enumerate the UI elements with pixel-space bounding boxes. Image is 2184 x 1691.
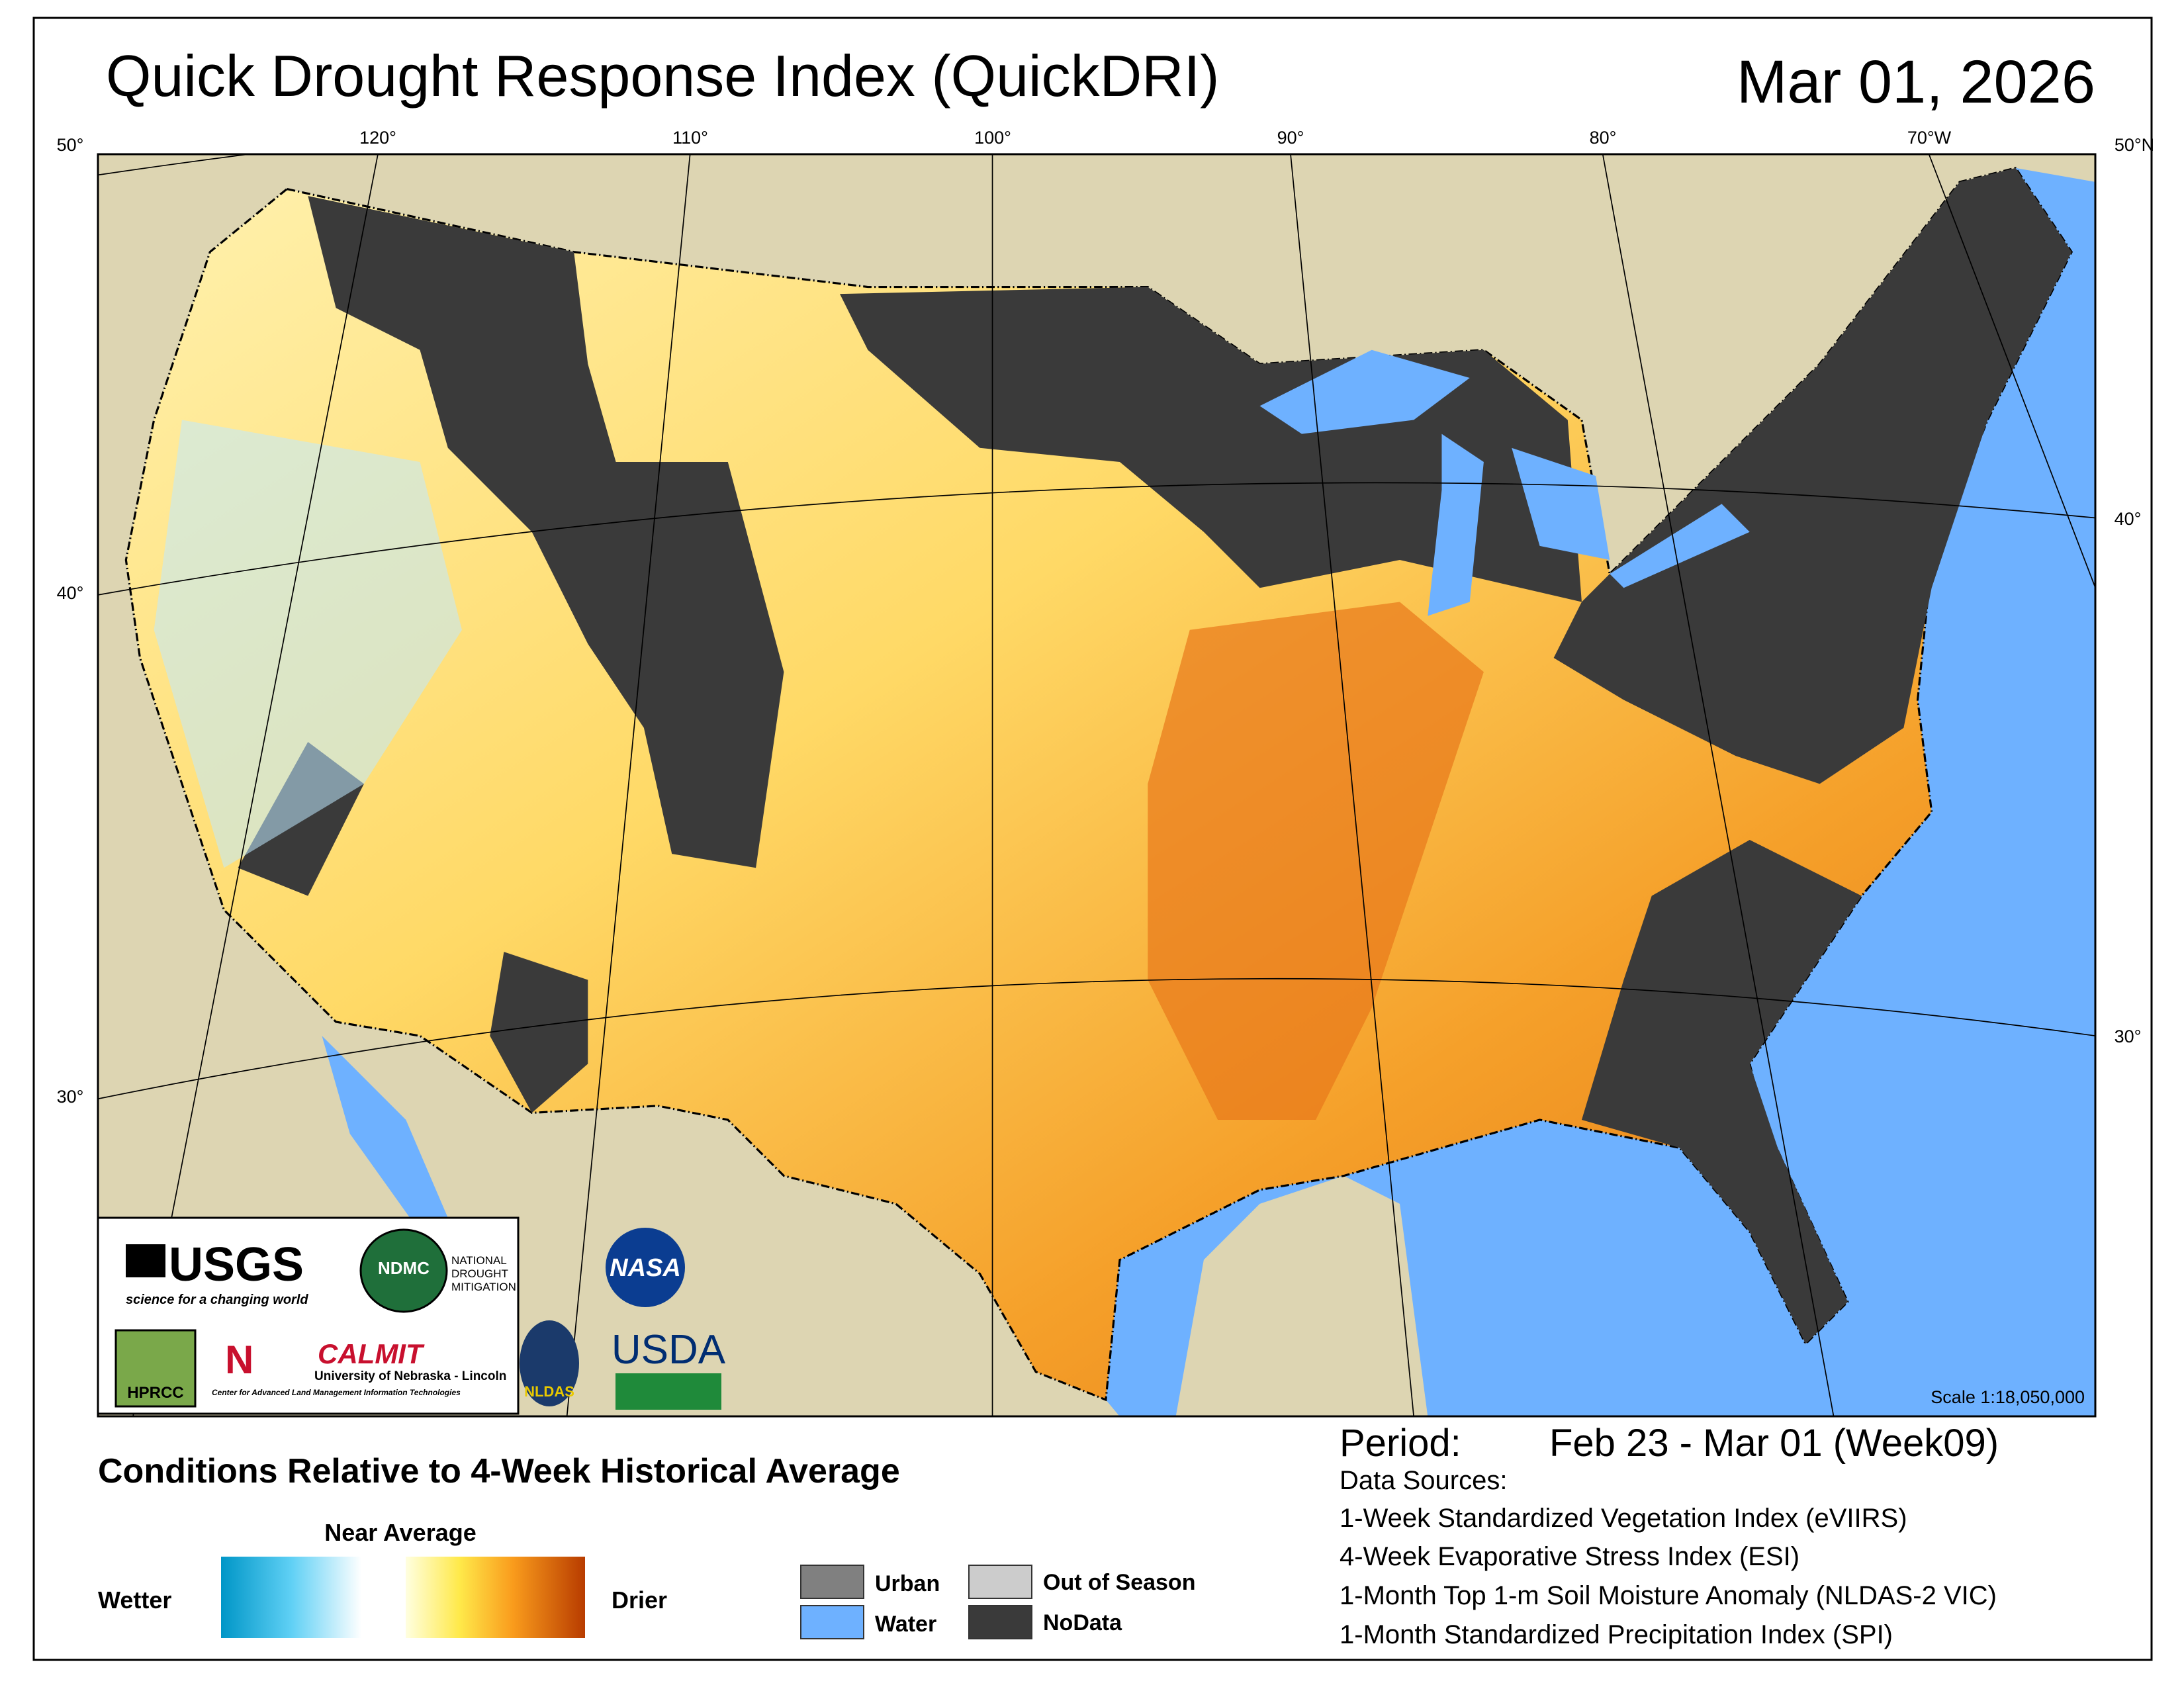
nldas-logo: NLDAS [524,1383,574,1400]
category-label: Water [875,1612,936,1637]
graticule-label: 30° [2115,1027,2142,1046]
water-swatch [800,1605,864,1639]
ndmc-name-box: NATIONAL DROUGHT MITIGATION CENTER [451,1254,516,1293]
great-lakes [1259,349,1750,616]
graticule [98,154,2095,1416]
neighbor-land [98,154,2095,1416]
graticule-label: 50° [57,135,84,155]
hprcc-logo: HPRCC [127,1384,183,1402]
graticule-label: 30° [57,1087,84,1107]
unl-mark: N [225,1338,253,1382]
date: Mar 01, 2026 [1737,48,2095,116]
graticule-label: 120° [359,128,396,148]
usgs-logo: USGS [169,1238,304,1291]
category-label: Urban [875,1571,940,1596]
category-label: NoData [1043,1610,1122,1635]
ndmc-logo: NDMC [378,1258,430,1278]
outer-border [32,17,2153,1661]
nodata-swatch [968,1605,1032,1639]
near-average-label: Near Average [324,1519,476,1546]
ndmc-name: NATIONAL DROUGHT MITIGATION CENTER [451,1254,516,1293]
map: Scale 1:18,050,000 [98,154,2095,1416]
period-value: Feb 23 - Mar 01 (Week09) [1549,1422,1999,1465]
graticule-label: 40° [2115,509,2142,529]
usda-logo: USDA [612,1327,726,1373]
calmit-university: University of Nebraska - Lincoln [314,1369,506,1383]
dry-core [1148,602,1484,1120]
wet-west [154,420,462,868]
nasa-logo: NASA [610,1254,681,1282]
map-geometry [98,154,2095,1416]
nodata-northeast [1553,167,2072,784]
usgs-tagline: science for a changing world [126,1293,308,1307]
map-frame [97,153,2097,1418]
nodata-southeast [1581,840,1862,1344]
calmit-name: Center for Advanced Land Management Info… [212,1388,461,1397]
category-label: Out of Season [1043,1570,1195,1595]
nodata-southwest [238,741,588,1113]
dry-color-bar [406,1557,585,1638]
graticule-label: 50°N [2115,135,2154,155]
data-source: 4-Week Evaporative Stress Index (ESI) [1340,1542,1799,1571]
graticule-label: 90° [1277,128,1304,148]
data-source: 1-Month Standardized Precipitation Index… [1340,1620,1893,1649]
out-of-season-swatch [968,1565,1032,1599]
usda-field [615,1373,721,1410]
legend-title: Conditions Relative to 4-Week Historical… [98,1452,900,1490]
wet-color-bar [221,1557,361,1638]
gulf-of-california [322,1036,448,1232]
calmit-logo: CALMIT [318,1338,425,1369]
graticule-label: 70°W [1907,128,1952,148]
title: Quick Drought Response Index (QuickDRI) [106,43,1219,109]
graticule-label: 100° [974,128,1011,148]
nasa-badge [606,1228,685,1307]
data-sources-title: Data Sources: [1340,1466,1507,1495]
usgs-mark [126,1244,165,1277]
wetter-label: Wetter [98,1586,171,1614]
graticule-label: 80° [1590,128,1617,148]
data-source: 1-Week Standardized Vegetation Index (eV… [1340,1504,1907,1533]
urban-swatch [800,1565,864,1599]
hprcc-badge [114,1329,197,1408]
graticule-label: 40° [57,583,84,603]
graticule-label: 110° [672,128,708,148]
nodata-west [308,196,784,868]
nldas-badge [520,1320,579,1406]
drier-label: Drier [612,1586,667,1614]
ndmc-badge [359,1228,448,1313]
map-scale: Scale 1:18,050,000 [1931,1387,2085,1407]
logos: USGS science for a changing world NDMC N… [114,1228,726,1410]
data-source: 1-Month Top 1-m Soil Moisture Anomaly (N… [1340,1581,1997,1610]
period-label: Period: [1340,1422,1461,1465]
